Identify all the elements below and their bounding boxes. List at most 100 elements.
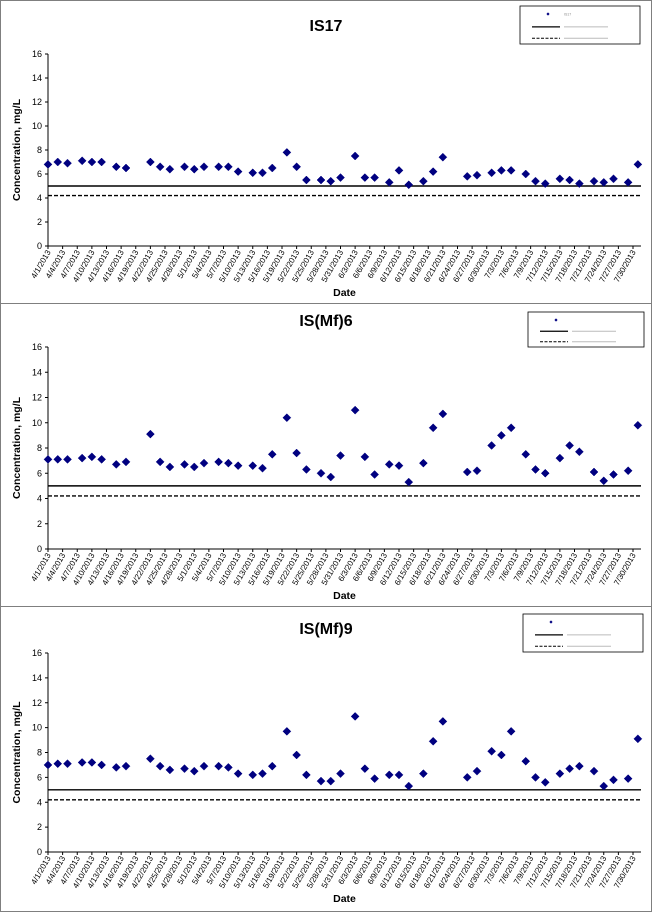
- chart2-data-point: [292, 750, 301, 760]
- chart1-data-point: [384, 460, 394, 469]
- chart-panel-is-mf6: IS(Mf)6 Concentration, mg/L 0 2 4 6 8 10 12 14 16 4…: [1, 304, 651, 607]
- chart0-data-point: [472, 170, 482, 180]
- chart1-data-point: [521, 449, 531, 459]
- chart0-data-point: [419, 176, 428, 186]
- chart2-y-tick-label: 10: [32, 723, 42, 733]
- chart0-data-point: [233, 167, 243, 176]
- chart0-y-tick-label: 0: [37, 241, 42, 251]
- chart2-data-point: [214, 761, 223, 771]
- chart0-data-point: [350, 151, 360, 161]
- chart0-data-point: [224, 162, 233, 172]
- chart1-data-point: [180, 460, 189, 469]
- chart2-data-point: [350, 712, 360, 721]
- chart2-data-point: [282, 727, 292, 736]
- chart2-legend: [522, 613, 644, 653]
- chart1-data-point: [599, 476, 609, 486]
- chart0-data-point: [258, 168, 267, 178]
- chart1-data-point: [199, 458, 209, 468]
- chart1-y-tick-label: 6: [37, 468, 42, 478]
- chart1-data-point: [506, 423, 516, 433]
- chart0-data-point: [609, 174, 618, 184]
- chart2-data-point: [623, 774, 633, 783]
- chart0-data-point: [302, 175, 311, 185]
- chart2-data-point: [316, 776, 326, 786]
- chart2-data-point: [633, 734, 643, 744]
- chart0-data-point: [438, 152, 448, 162]
- chart1-data-point: [43, 455, 53, 464]
- chart2-data-point: [146, 754, 155, 764]
- chart1-data-point: [63, 455, 72, 464]
- chart0-data-point: [282, 148, 292, 157]
- chart2-data-point: [111, 763, 121, 772]
- chart0-data-point: [336, 173, 345, 182]
- chart0-data-point: [370, 173, 379, 182]
- chart0-legend-label: IS17: [564, 12, 571, 16]
- chart1-data-point: [326, 472, 336, 482]
- chart0-y-axis-label: Concentration, mg/L: [11, 98, 23, 201]
- chart1-data-point: [267, 449, 277, 459]
- chart0-data-point: [77, 156, 87, 166]
- chart2-data-point: [326, 776, 336, 786]
- chart2-y-tick-label: 12: [32, 698, 42, 708]
- chart0-data-point: [394, 166, 404, 175]
- chart1-data-point: [360, 452, 370, 462]
- chart0-data-point: [506, 166, 516, 175]
- chart0-data-point: [404, 180, 414, 190]
- chart1-data-point: [282, 413, 292, 423]
- chart1-data-point: [497, 431, 506, 440]
- chart1-data-point: [394, 461, 404, 471]
- chart1-data-point: [233, 461, 243, 471]
- chart0-data-point: [155, 162, 165, 172]
- chart2-data-point: [258, 769, 267, 778]
- chart1-data-point: [336, 451, 345, 460]
- chart1-legend: [527, 311, 645, 348]
- chart2-data-point: [63, 759, 72, 769]
- chart2-data-point: [199, 761, 209, 771]
- chart0-y-tick-label: 6: [37, 169, 42, 179]
- chart0-data-point: [165, 164, 175, 174]
- chart2-y-tick-label: 14: [32, 673, 42, 683]
- chart0-data-point: [121, 163, 131, 173]
- chart2-data-point: [531, 773, 540, 782]
- chart2-data-point: [419, 769, 428, 778]
- chart1-data-point: [540, 468, 550, 478]
- chart0-legend-marker: [546, 12, 550, 16]
- chart2-y-axis-label: Concentration, mg/L: [11, 701, 23, 804]
- chart0-y-tick-label: 2: [37, 217, 42, 227]
- chart0-data-point: [531, 176, 540, 186]
- chart2-data-point: [336, 769, 345, 778]
- chart2-legend-box: [522, 613, 644, 653]
- chart1-legend-marker: [554, 318, 558, 322]
- chart0-legend: IS17: [519, 5, 641, 45]
- chart1-data-point: [589, 467, 599, 477]
- chart2-data-point: [77, 758, 87, 767]
- chart2-data-point: [360, 764, 370, 774]
- chart2-data-point: [224, 763, 233, 772]
- chart2-data-point: [599, 781, 609, 791]
- chart2-data-point: [609, 775, 618, 785]
- chart0-data-point: [180, 162, 189, 172]
- chart1-data-point: [155, 457, 165, 467]
- chart1-data-point: [248, 461, 258, 471]
- chart2-y-tick-label: 6: [37, 772, 42, 782]
- chart0-data-point: [43, 160, 53, 169]
- chart1-data-point: [531, 465, 540, 474]
- chart1-data-point: [555, 453, 565, 463]
- chart2-data-point: [302, 770, 311, 780]
- chart0-data-point: [589, 176, 599, 186]
- chart0-data-point: [292, 162, 301, 172]
- chart0-data-point: [555, 174, 565, 184]
- chart0-data-point: [540, 179, 550, 188]
- chart0-y-tick-label: 4: [37, 193, 42, 203]
- chart1-data-point: [419, 458, 428, 468]
- chart1-data-point: [53, 455, 63, 464]
- chart0-data-point: [623, 178, 633, 187]
- chart1-data-point: [462, 467, 472, 477]
- chart0-data-point: [63, 158, 72, 168]
- chart1-data-point: [316, 468, 326, 478]
- chart0-data-point: [360, 173, 370, 182]
- chart2-data-point: [472, 766, 482, 776]
